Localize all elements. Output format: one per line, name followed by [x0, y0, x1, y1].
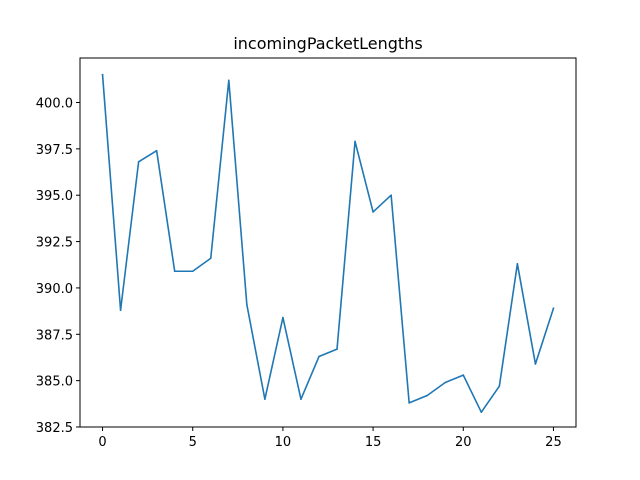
data-point — [408, 402, 410, 404]
data-point — [155, 149, 158, 152]
y-tick-label: 382.5 — [36, 421, 73, 436]
x-tick-label: 10 — [275, 435, 292, 450]
data-point — [228, 79, 230, 82]
data-point — [444, 381, 447, 384]
data-point — [480, 411, 483, 413]
data-point — [534, 363, 537, 365]
data-point — [426, 394, 429, 397]
y-tick-label: 400.0 — [36, 97, 73, 112]
plot-area-frame — [79, 57, 577, 428]
data-point — [264, 398, 266, 400]
x-tick-label: 25 — [545, 435, 562, 450]
data-point — [300, 398, 302, 400]
data-point — [246, 303, 248, 306]
data-point — [173, 270, 176, 273]
data-point — [209, 257, 212, 260]
y-tick-label: 385.0 — [36, 375, 73, 390]
chart-title: incomingPacketLengths — [233, 34, 422, 53]
data-point — [101, 73, 104, 76]
data-point — [137, 161, 140, 163]
x-tick-label: 20 — [455, 435, 472, 450]
x-tick-label: 0 — [98, 435, 106, 450]
data-point — [516, 263, 519, 265]
data-point — [498, 385, 501, 388]
data-point — [552, 307, 555, 310]
data-point — [282, 316, 284, 319]
y-tick-label: 387.5 — [36, 328, 73, 343]
y-tick-label: 390.0 — [36, 282, 73, 297]
data-point — [390, 194, 392, 197]
x-tick-label: 15 — [365, 435, 382, 450]
data-point — [336, 348, 338, 350]
y-tick-label: 392.5 — [36, 236, 73, 251]
data-point — [318, 355, 320, 358]
data-point — [191, 270, 194, 273]
x-tick-label: 5 — [189, 435, 197, 450]
data-point — [119, 309, 122, 311]
data-point — [372, 211, 374, 213]
series-line — [101, 73, 555, 413]
data-point — [462, 374, 465, 376]
data-point — [354, 140, 356, 143]
y-tick-label: 395.0 — [36, 189, 73, 204]
y-tick-label: 397.5 — [36, 143, 73, 158]
